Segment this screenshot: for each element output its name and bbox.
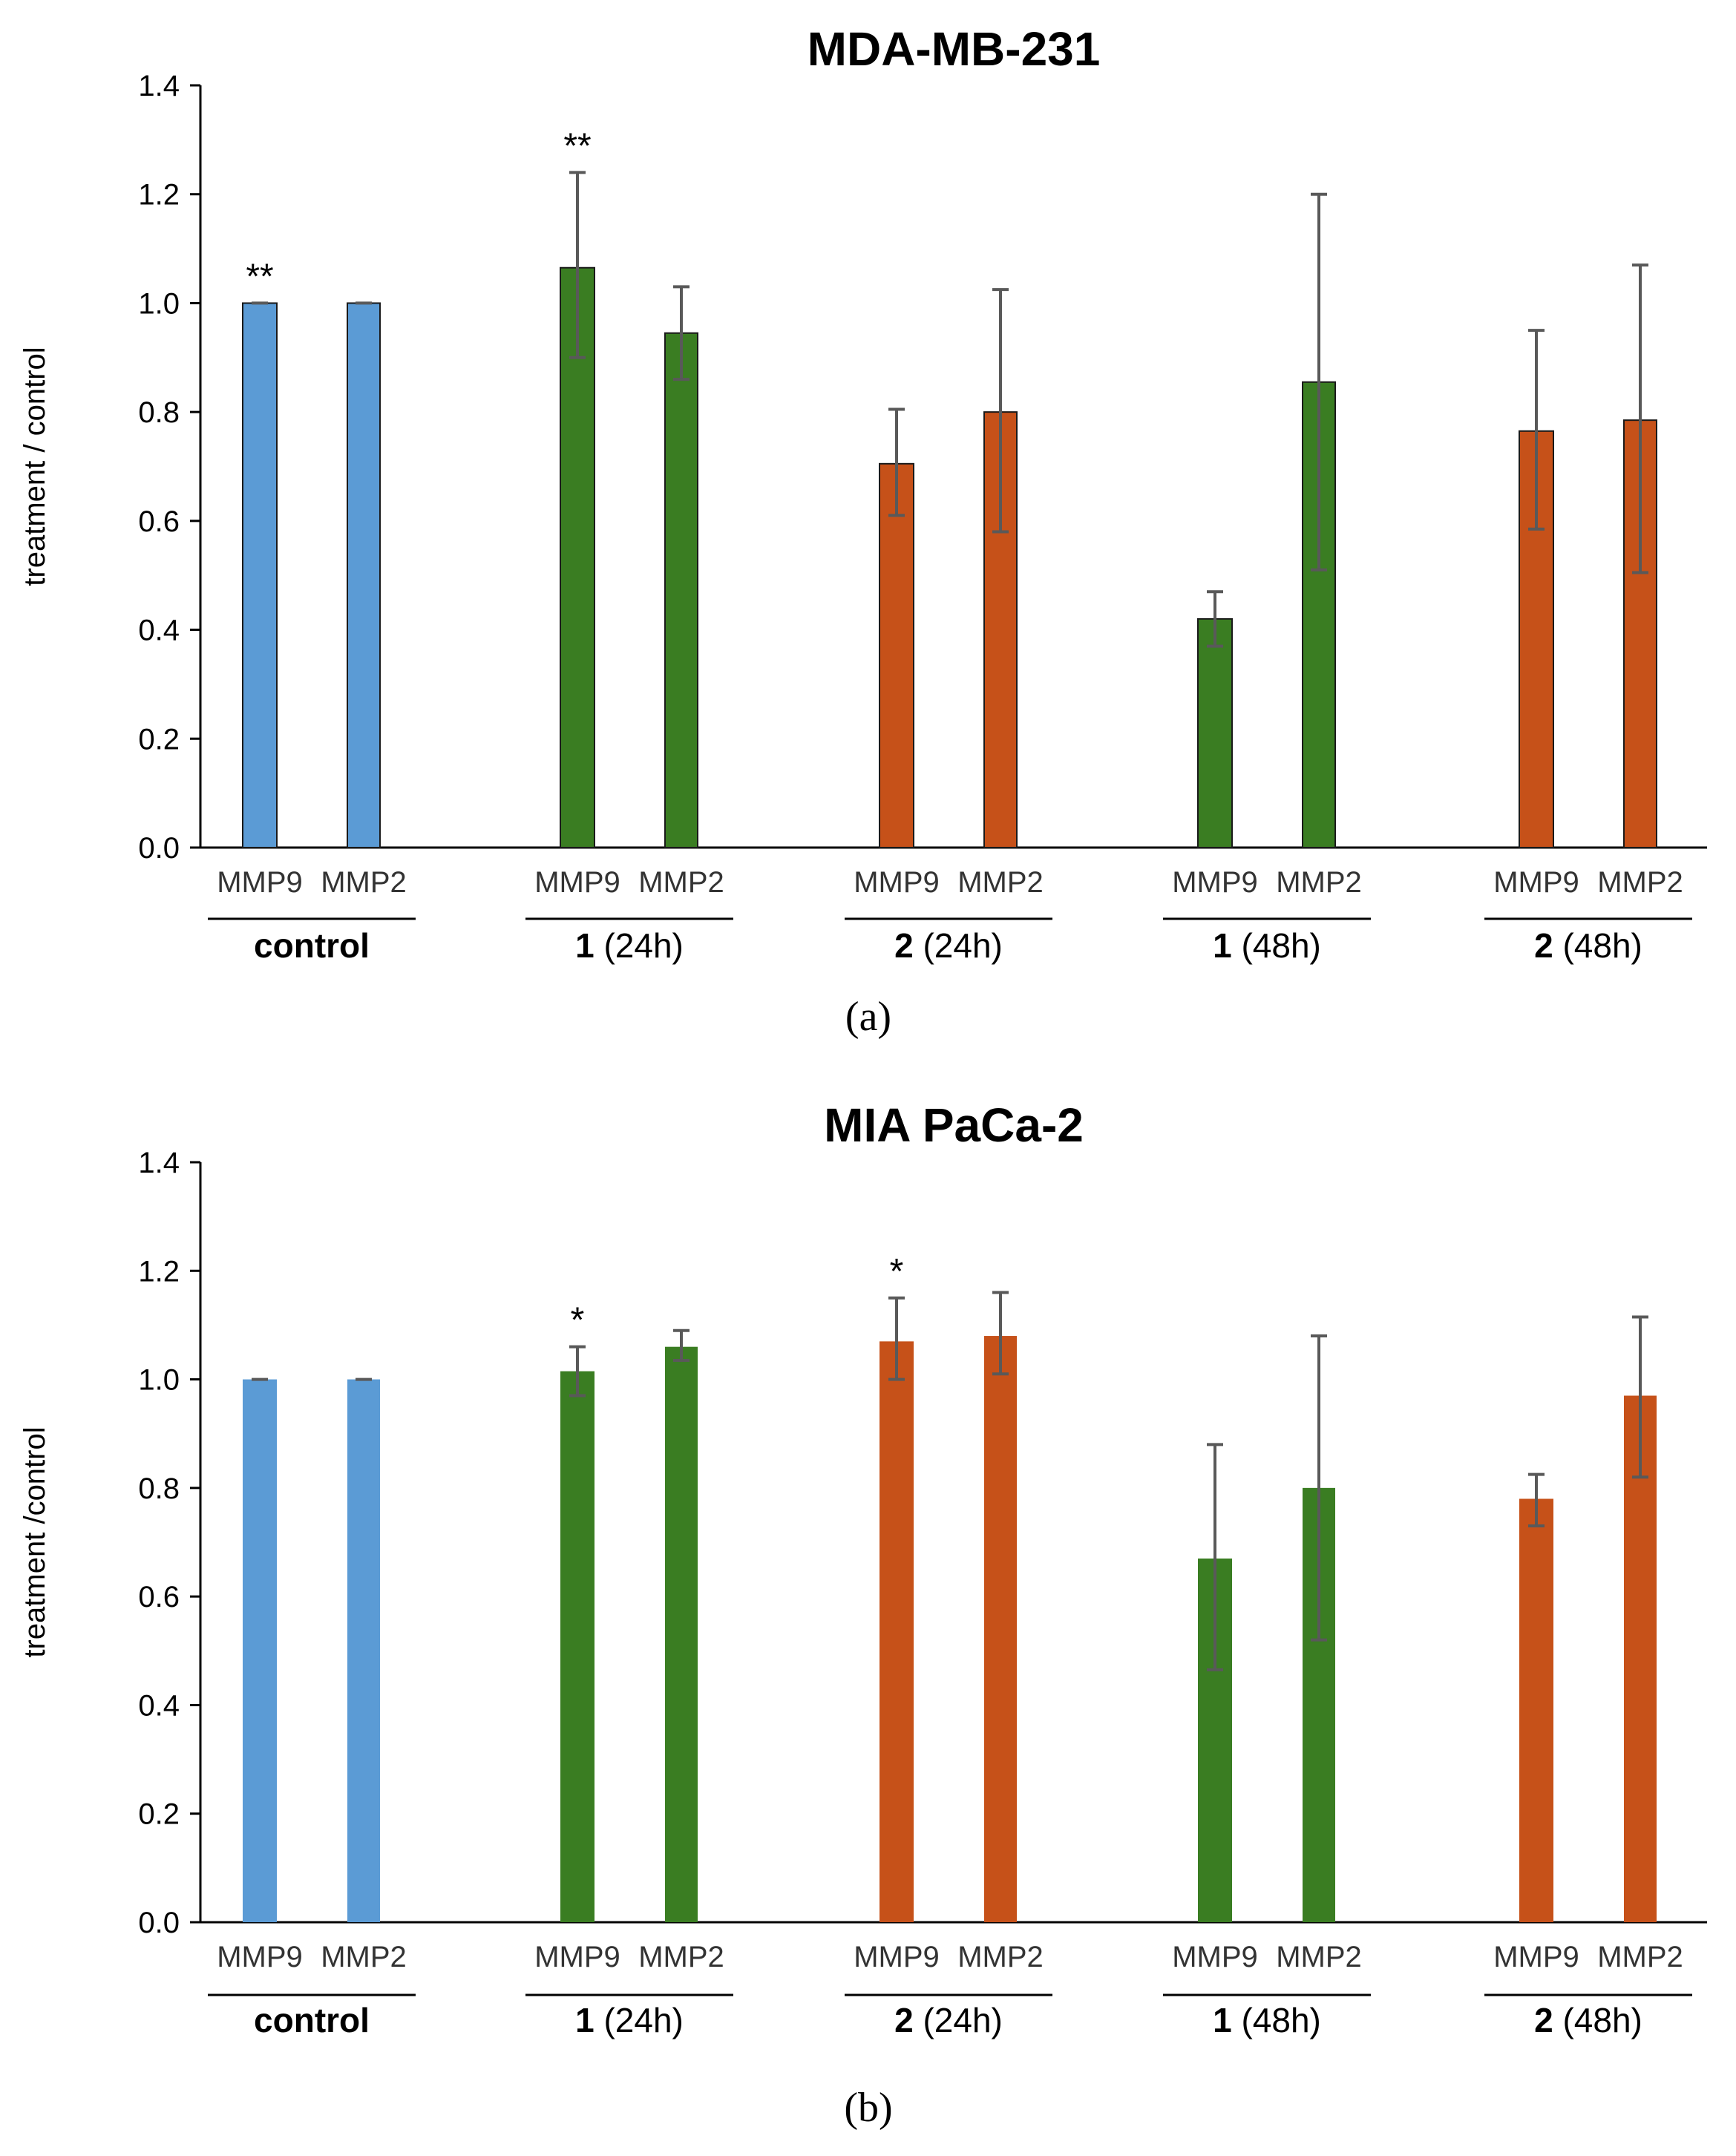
bar-label: MMP2 [321,1941,407,1973]
group-label-bold: 1 [575,2001,595,2039]
bar [243,1379,277,1922]
bar [665,1346,698,1922]
group-label-bold: 2 [894,2001,914,2039]
bar [1197,617,1233,849]
group-label-bold: 2 [1534,2001,1553,2039]
group-label: 2 (24h) [894,2001,1003,2039]
bar-label: MMP9 [217,1941,303,1973]
group-label-bold: 1 [1213,926,1232,965]
group-label: 1 (24h) [575,2001,684,2039]
y-tick-label: 0.6 [138,1581,180,1613]
group-label: 2 (48h) [1534,926,1642,965]
bar-label: MMP9 [854,866,940,899]
panel-label: (a) [845,994,891,1040]
y-tick-label: 0.2 [138,723,180,756]
panel-label: (b) [844,2085,892,2131]
bar [242,302,278,848]
y-tick-label: 1.4 [138,70,180,102]
bar [1519,1498,1553,1922]
bar-label: MMP9 [534,866,620,899]
y-axis-label: treatment /control [19,1426,51,1657]
group-label: 2 (48h) [1534,2001,1642,2039]
group-label: control [254,926,370,965]
chart-title: MIA PaCa-2 [824,1098,1084,1152]
group-label-bold: 1 [1213,2001,1232,2039]
y-tick-label: 1.0 [138,287,180,320]
group-label-rest: (48h) [1232,2001,1321,2039]
group-label-rest: (24h) [914,2001,1003,2039]
bar-label: MMP2 [1276,866,1362,899]
bar [664,332,698,848]
y-tick-label: 1.2 [138,1255,180,1288]
bar-label: MMP2 [1276,1941,1362,1973]
bar [984,1336,1017,1922]
bar-label: MMP2 [957,1941,1044,1973]
bar-label: MMP2 [1597,866,1683,899]
y-tick-label: 0.0 [138,832,180,865]
group-label-bold: 2 [1534,926,1553,965]
bar [560,266,595,849]
y-tick-label: 0.8 [138,396,180,429]
significance-mark: ** [246,257,273,296]
bar [560,1371,595,1922]
bar [347,1379,380,1922]
y-tick-label: 0.4 [138,1689,180,1722]
bar-label: MMP9 [1493,1941,1579,1973]
group-label-rest: (24h) [914,926,1003,965]
group-label-bold: control [254,926,370,965]
group-label-bold: 1 [575,926,595,965]
bar-label: MMP9 [534,1941,620,1973]
group-label-rest: (48h) [1553,2001,1642,2039]
y-tick-label: 1.4 [138,1147,180,1179]
group-label: 1 (48h) [1213,2001,1321,2039]
bar-label: MMP9 [1493,866,1579,899]
bar-label: MMP2 [638,1941,724,1973]
y-tick-label: 0.0 [138,1907,180,1939]
y-tick-label: 1.2 [138,179,180,212]
bar [879,462,914,848]
group-label-rest: (48h) [1232,926,1321,965]
bar-label: MMP9 [1172,1941,1258,1973]
group-label-rest: (24h) [595,926,684,965]
y-tick-label: 0.8 [138,1472,180,1505]
group-label-bold: 2 [894,926,914,965]
y-axis-label: treatment / control [19,347,51,586]
y-tick-label: 0.4 [138,615,180,647]
chart-panel-b: MIA PaCa-2 treatment /control 0.0 0.2 0.4 0.6… [19,1098,1707,2131]
bar-label: MMP2 [638,866,724,899]
bar-label: MMP9 [217,866,303,899]
bar [880,1341,914,1922]
bar-label: MMP2 [957,866,1044,899]
significance-mark: * [571,1301,585,1340]
bar-label: MMP2 [321,866,407,899]
bar-label: MMP9 [854,1941,940,1973]
group-label: 1 (24h) [575,926,684,965]
bar [347,302,381,848]
group-label-bold: control [254,2001,370,2039]
y-tick-label: 0.2 [138,1798,180,1831]
bar [1624,1395,1657,1922]
chart-title: MDA-MB-231 [808,22,1101,76]
y-tick-label: 0.6 [138,505,180,538]
group-label: control [254,2001,370,2039]
bar-label: MMP9 [1172,866,1258,899]
bar-label: MMP2 [1597,1941,1683,1973]
chart-panel-a: MDA-MB-231 treatment / control 0.0 0.2 0.4 0.… [19,22,1707,1040]
y-tick-label: 1.0 [138,1364,180,1397]
group-label: 1 (48h) [1213,926,1321,965]
group-label-rest: (24h) [595,2001,684,2039]
group-label: 2 (24h) [894,926,1003,965]
significance-mark: ** [563,126,591,166]
significance-mark: * [890,1252,904,1291]
group-label-rest: (48h) [1553,926,1642,965]
